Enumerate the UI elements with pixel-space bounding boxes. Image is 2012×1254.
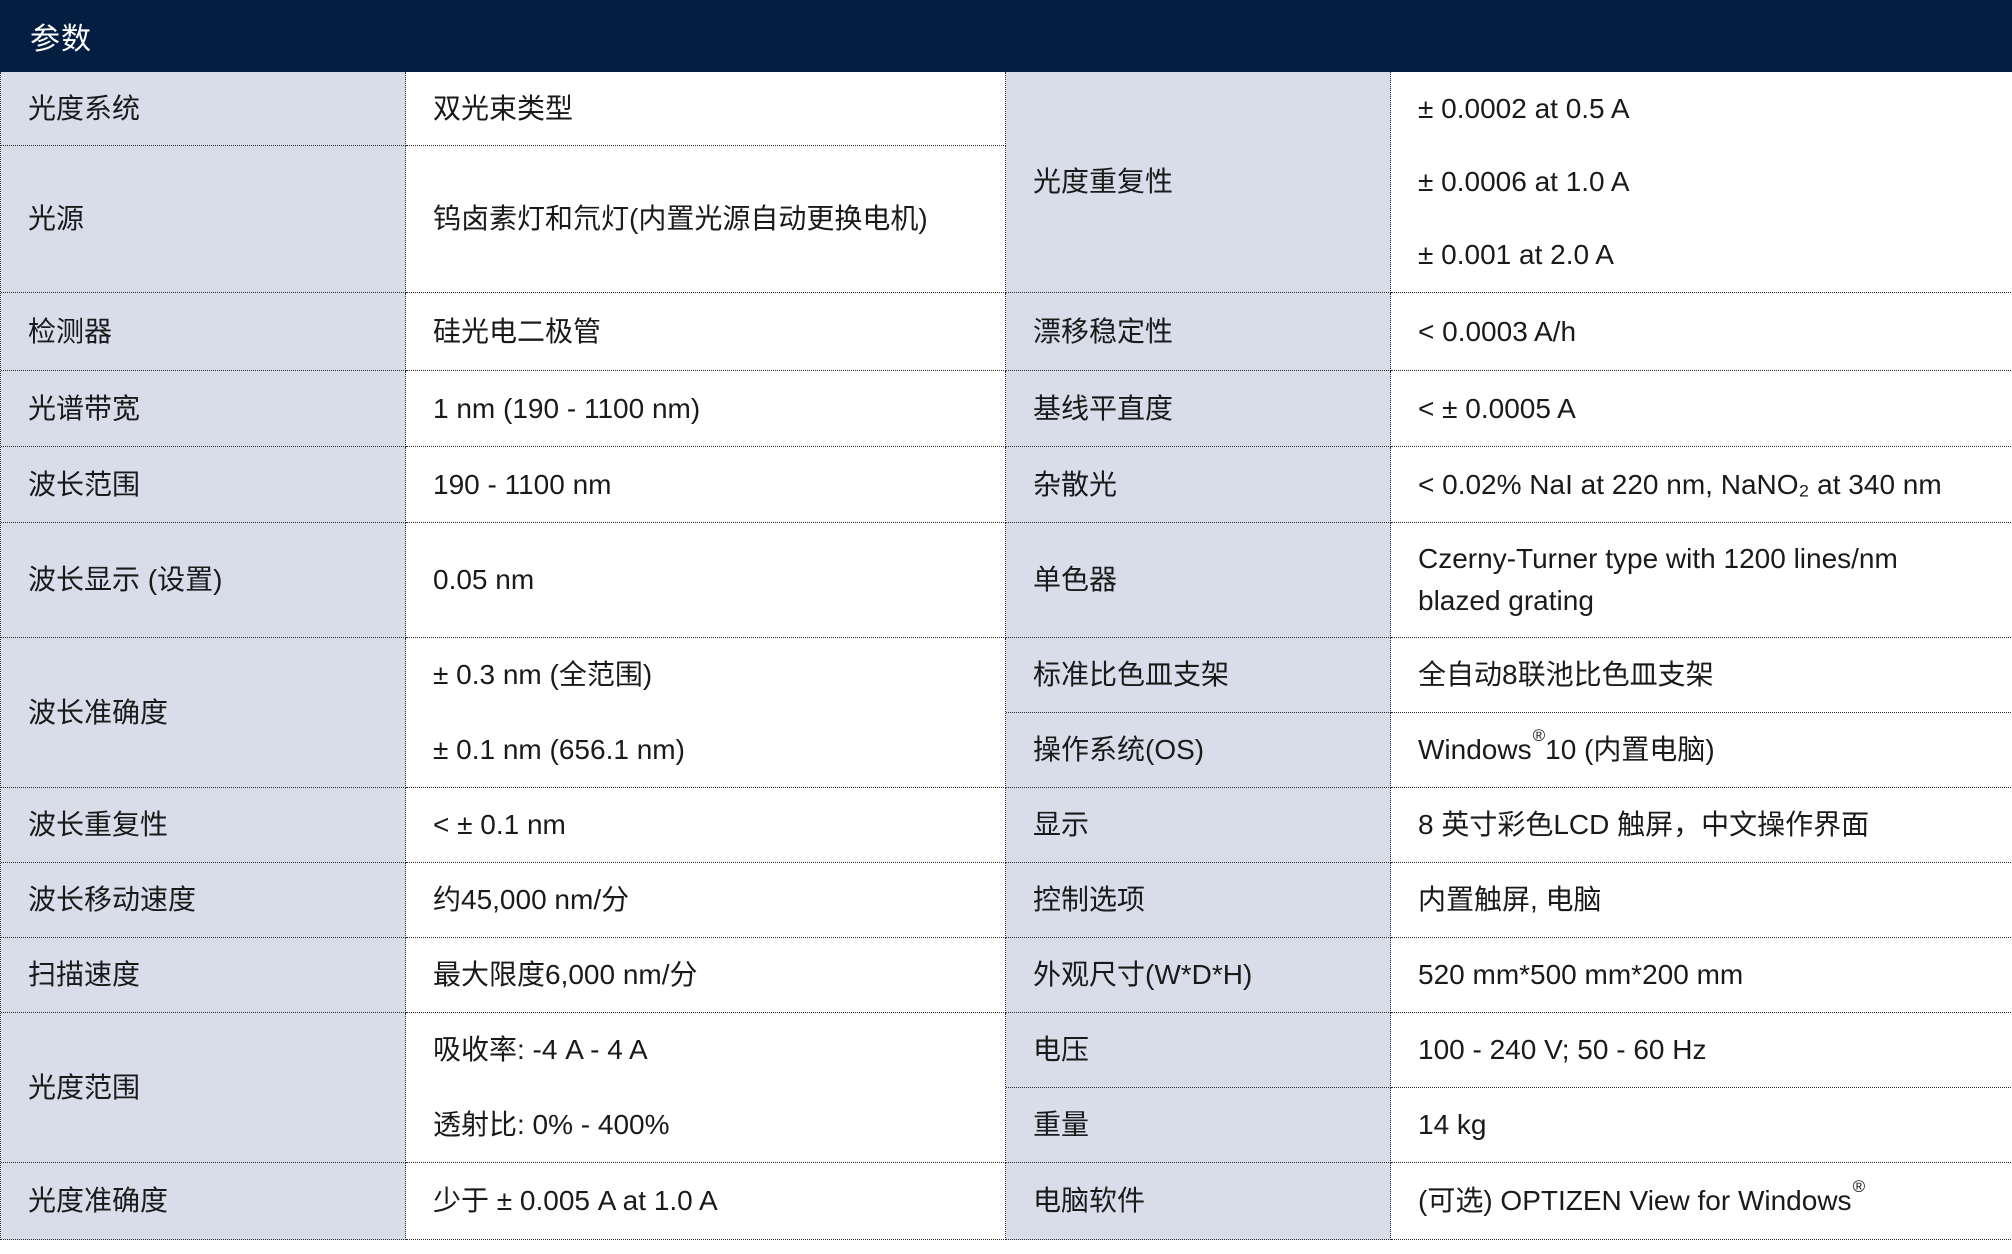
spec-label: 杂散光 — [1006, 447, 1391, 523]
spec-value: < 0.0003 A/h — [1391, 293, 2012, 371]
spec-value-text: 10 (内置电脑) — [1545, 734, 1715, 765]
spec-value: 8 英寸彩色LCD 触屏，中文操作界面 — [1391, 788, 2012, 863]
spec-value: Windows ® 10 (内置电脑) — [1391, 713, 2012, 788]
spec-label: 基线平直度 — [1006, 371, 1391, 447]
spec-value: < 0.02% NaI at 220 nm, NaNO₂ at 340 nm — [1391, 447, 2012, 523]
spec-value-line: ± 0.0006 at 1.0 A — [1418, 165, 1630, 197]
spec-value: 硅光电二极管 — [406, 293, 1006, 371]
spec-label: 电压 — [1006, 1013, 1391, 1088]
spec-label: 波长准确度 — [1, 638, 406, 788]
spec-label: 操作系统(OS) — [1006, 713, 1391, 788]
spec-label: 光源 — [1, 146, 406, 293]
spec-label: 外观尺寸(W*D*H) — [1006, 938, 1391, 1013]
spec-label: 漂移稳定性 — [1006, 293, 1391, 371]
spec-label: 重量 — [1006, 1088, 1391, 1163]
spec-table: 光度系统 双光束类型 光源 钨卤素灯和氘灯(内置光源自动更换电机) 检测器 硅光… — [0, 72, 2012, 1240]
spec-label: 波长移动速度 — [1, 863, 406, 938]
spec-label: 电脑软件 — [1006, 1163, 1391, 1240]
spec-label: 光度系统 — [1, 72, 406, 146]
spec-value: < ± 0.1 nm — [406, 788, 1006, 863]
spec-value: 520 mm*500 mm*200 mm — [1391, 938, 2012, 1013]
spec-value: 内置触屏, 电脑 — [1391, 863, 2012, 938]
spec-value-text: Czerny-Turner type with 1200 lines/nm bl… — [1418, 543, 1898, 616]
spec-value-line: 透射比: 0% - 400% — [433, 1108, 670, 1140]
spec-label: 光度重复性 — [1006, 72, 1391, 293]
spec-value: (可选) OPTIZEN View for Windows ® — [1391, 1163, 2012, 1240]
spec-value: 14 kg — [1391, 1088, 2012, 1163]
spec-value: 钨卤素灯和氘灯(内置光源自动更换电机) — [406, 146, 1006, 293]
spec-label: 光度范围 — [1, 1013, 406, 1163]
spec-value: 全自动8联池比色皿支架 — [1391, 638, 2012, 713]
registered-mark: ® — [1852, 1177, 1866, 1197]
spec-label: 控制选项 — [1006, 863, 1391, 938]
spec-value: < ± 0.0005 A — [1391, 371, 2012, 447]
spec-value: 双光束类型 — [406, 72, 1006, 146]
spec-value: 0.05 nm — [406, 523, 1006, 638]
spec-label: 波长重复性 — [1, 788, 406, 863]
spec-label: 光度准确度 — [1, 1163, 406, 1240]
spec-value: 少于 ± 0.005 A at 1.0 A — [406, 1163, 1006, 1240]
spec-value-line: ± 0.0002 at 0.5 A — [1418, 92, 1630, 124]
registered-mark: ® — [1532, 726, 1546, 746]
spec-label: 光谱带宽 — [1, 371, 406, 447]
spec-value: 100 - 240 V; 50 - 60 Hz — [1391, 1013, 2012, 1088]
page-title: 参数 — [30, 23, 92, 56]
spec-value: ± 0.0002 at 0.5 A ± 0.0006 at 1.0 A ± 0.… — [1391, 72, 2012, 293]
spec-value: 1 nm (190 - 1100 nm) — [406, 371, 1006, 447]
spec-label: 波长显示 (设置) — [1, 523, 406, 638]
spec-value-line: 吸收率: -4 A - 4 A — [433, 1034, 648, 1066]
spec-label: 波长范围 — [1, 447, 406, 523]
spec-label: 扫描速度 — [1, 938, 406, 1013]
spec-label: 显示 — [1006, 788, 1391, 863]
spec-label: 单色器 — [1006, 523, 1391, 638]
spec-value: 190 - 1100 nm — [406, 447, 1006, 523]
spec-value: 吸收率: -4 A - 4 A 透射比: 0% - 400% — [406, 1013, 1006, 1163]
spec-value-line: ± 0.001 at 2.0 A — [1418, 239, 1614, 271]
spec-value: Czerny-Turner type with 1200 lines/nm bl… — [1391, 523, 2012, 638]
spec-value-text: Windows — [1418, 734, 1532, 765]
spec-value: ± 0.3 nm (全范围) ± 0.1 nm (656.1 nm) — [406, 638, 1006, 788]
table-header-bar: 参数 — [0, 0, 2012, 72]
spec-value-line: ± 0.3 nm (全范围) — [433, 659, 653, 691]
spec-label: 检测器 — [1, 293, 406, 371]
spec-value-text: (可选) OPTIZEN View for Windows — [1418, 1185, 1852, 1216]
spec-label: 标准比色皿支架 — [1006, 638, 1391, 713]
spec-value: 最大限度6,000 nm/分 — [406, 938, 1006, 1013]
spec-value: 约45,000 nm/分 — [406, 863, 1006, 938]
spec-value-line: ± 0.1 nm (656.1 nm) — [433, 733, 685, 765]
